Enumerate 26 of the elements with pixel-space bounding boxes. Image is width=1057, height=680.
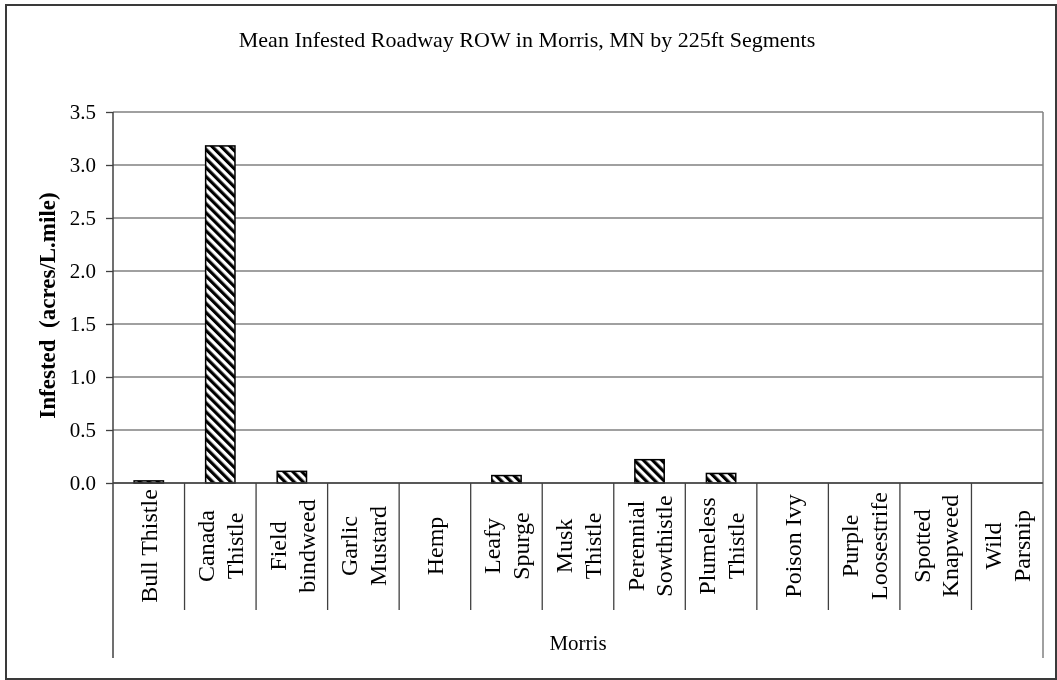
y-tick-label: 0.0 (69, 471, 96, 496)
x-tick-label: Perennial Sowthistle (622, 495, 678, 597)
x-tick-label: Plumeless Thistle (694, 497, 749, 595)
y-tick-label: 1.5 (69, 312, 96, 337)
x-tick-label: Musk Thistle (551, 512, 606, 580)
chart-title: Mean Infested Roadway ROW in Morris, MN by 225ft Segments (238, 27, 816, 52)
x-tick-label: Leafy Spurge (479, 512, 535, 580)
bar (204, 145, 236, 484)
y-tick-label: 3.5 (69, 100, 96, 125)
y-tick-label: 1.0 (69, 365, 96, 390)
x-tick-label: Poison Ivy (780, 494, 807, 598)
x-tick-label: Bull Thistle (136, 489, 163, 603)
x-tick-label: Wild Parsnip (980, 510, 1036, 582)
bar (634, 458, 665, 484)
y-tick-label: 2.5 (69, 206, 96, 231)
x-tick-label: Garlic Mustard (336, 506, 392, 586)
y-tick-label: 0.5 (69, 418, 96, 443)
y-tick-label: 2.0 (69, 259, 96, 284)
y-tick-label: 3.0 (69, 153, 96, 178)
x-tick-label: Field bindweed (264, 499, 320, 593)
x-axis-title: Morris (549, 631, 607, 655)
x-tick-label: Spotted Knapweed (908, 494, 964, 598)
x-tick-label: Canada Thistle (193, 509, 249, 582)
x-tick-label: Purple Loosestrife (837, 492, 892, 600)
y-axis-title: Infested (acres/L.mile) (35, 192, 60, 419)
x-tick-label: Hemp (422, 516, 449, 576)
